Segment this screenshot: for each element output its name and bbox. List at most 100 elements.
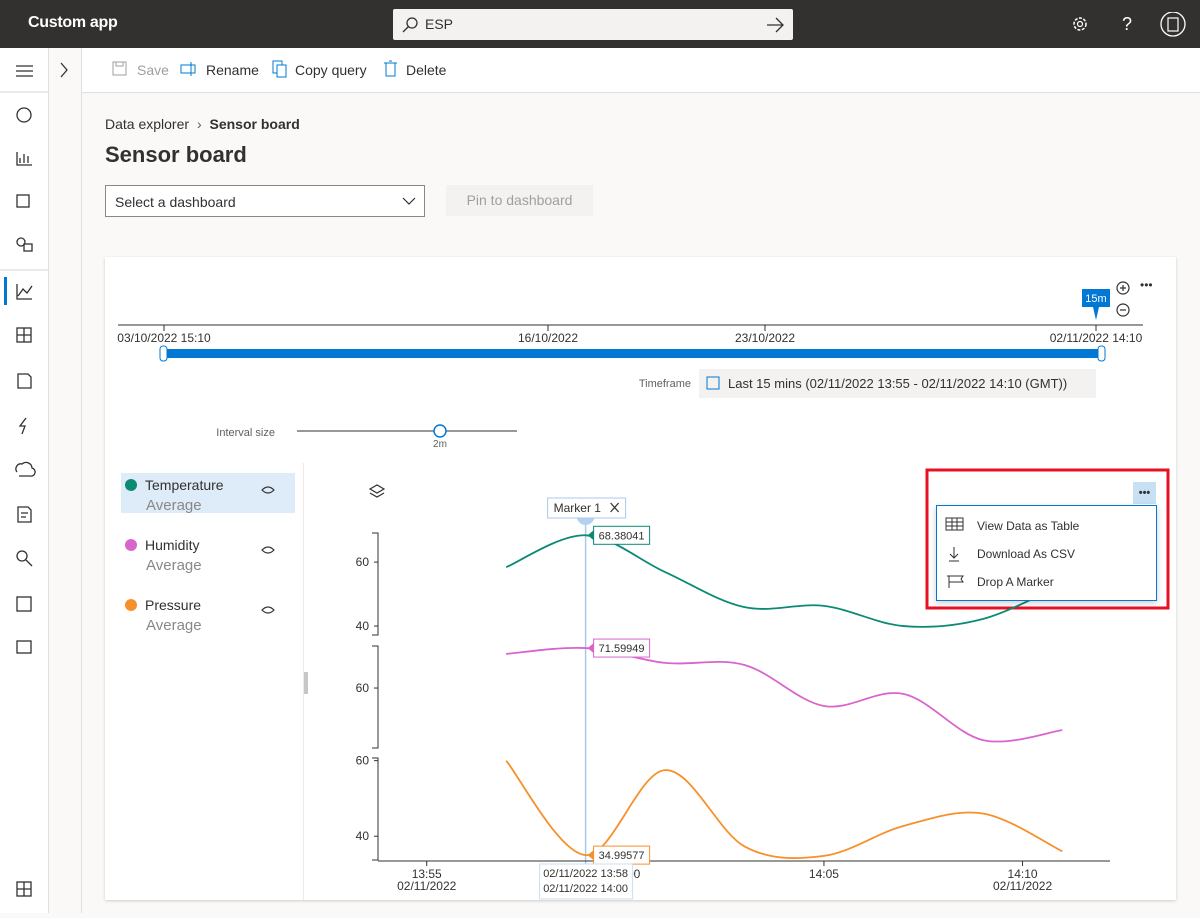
x-tick-label: 13:55 — [412, 867, 442, 881]
legend-item[interactable]: Pressure Average — [121, 593, 295, 634]
marker-value-pointer — [587, 850, 594, 861]
marker-close[interactable] — [610, 502, 620, 513]
nav-analytics[interactable] — [16, 152, 32, 166]
range-handle[interactable] — [159, 345, 168, 362]
nav-keys[interactable] — [16, 550, 28, 562]
table-grid — [946, 518, 963, 530]
breadcrumb-link[interactable]: Data explorer — [105, 116, 190, 132]
search-text: ESP — [425, 16, 454, 32]
app-title[interactable]: Custom app — [28, 14, 118, 31]
visibility-toggle[interactable] — [261, 546, 275, 554]
timeline-more[interactable]: ••• — [1140, 278, 1153, 292]
legend-name: Temperature — [145, 477, 224, 493]
timeline-badge-shape[interactable] — [1082, 289, 1110, 320]
marker-value-label: 68.38041 — [599, 530, 645, 542]
nav-data-explorer[interactable] — [16, 284, 33, 300]
expand-chevron[interactable] — [49, 48, 81, 88]
marker-value-pointer — [587, 530, 594, 541]
nav-devices[interactable] — [16, 194, 30, 208]
more-button-dots: ••• — [1139, 487, 1151, 499]
legend-dot — [125, 599, 137, 611]
marker-tag — [547, 497, 627, 519]
legend-item[interactable]: Humidity Average — [121, 533, 295, 574]
download-icon — [949, 547, 959, 562]
timeline-range[interactable] — [163, 349, 1101, 358]
account-badge — [1167, 17, 1179, 32]
nav-groups-b — [23, 243, 33, 252]
nav-export[interactable] — [15, 461, 36, 477]
nav-groups[interactable] — [16, 237, 26, 247]
menu-item[interactable]: View Data as Table — [977, 519, 1080, 533]
nav-settings[interactable] — [16, 640, 32, 654]
marker-value: 34.99577 — [587, 845, 651, 865]
zoom-in[interactable] — [1116, 281, 1130, 295]
legend-name: Humidity — [145, 537, 200, 553]
menu-item[interactable]: Download As CSV — [977, 547, 1076, 561]
menu-icon[interactable] — [16, 65, 33, 77]
breadcrumb-current: Sensor board — [209, 116, 300, 132]
nav-dashboard[interactable] — [16, 107, 32, 123]
page-title: Sensor board — [105, 142, 247, 167]
nav-apps-grid — [17, 882, 31, 896]
timeframe-button[interactable] — [699, 369, 1096, 398]
nav-jobs[interactable] — [17, 373, 32, 389]
resize-grip[interactable] — [304, 672, 308, 694]
delete-icon — [384, 60, 397, 77]
x-tick-label: 14:10 — [1008, 867, 1038, 881]
range-handle[interactable] — [1097, 345, 1106, 362]
interval-thumb[interactable] — [433, 424, 447, 438]
calendar-icon — [706, 376, 720, 390]
context-menu: View Data as Table Download As CSV Drop … — [936, 505, 1157, 601]
visibility-toggle[interactable] — [261, 606, 275, 614]
select-chevron — [402, 197, 416, 205]
top-bar: Custom app ESP ? — [0, 0, 1200, 48]
y-axis — [372, 645, 379, 749]
series-line — [506, 646, 1063, 743]
settings-core — [1076, 20, 1084, 28]
search-box[interactable]: ESP — [393, 9, 793, 40]
timeline-label: 02/11/2022 14:10 — [1050, 331, 1143, 345]
interval-value: 2m — [433, 439, 447, 450]
marker-icon — [947, 575, 964, 588]
pin-button[interactable]: Pin to dashboard — [446, 185, 593, 216]
nav-rules[interactable] — [18, 417, 27, 435]
search-go[interactable] — [765, 16, 785, 34]
delete-button[interactable]: Delete — [406, 62, 447, 78]
copy-query-button[interactable]: Copy query — [295, 62, 367, 78]
header-icons: ? — [1073, 12, 1186, 37]
settings-icon[interactable] — [1073, 17, 1087, 31]
more-button[interactable] — [1133, 482, 1156, 504]
marker-value: 71.59949 — [587, 638, 651, 658]
legend-aggregation: Average — [146, 497, 202, 514]
nav-active-indicator — [4, 277, 7, 305]
legend-dot — [125, 539, 137, 551]
legend-aggregation: Average — [146, 557, 202, 574]
marker-value-box — [593, 525, 651, 545]
save-button[interactable]: Save — [137, 62, 169, 78]
legend-dot — [125, 479, 137, 491]
nav-templates[interactable] — [17, 506, 32, 523]
visibility-toggle[interactable] — [261, 486, 275, 494]
help-icon[interactable]: ? — [1122, 14, 1132, 34]
account-icon[interactable] — [1160, 12, 1186, 37]
layers-icon[interactable] — [368, 484, 386, 498]
nav-keys-b — [25, 559, 33, 567]
nav-customize[interactable] — [16, 596, 32, 612]
y-tick-label: 60 — [356, 754, 370, 768]
timeline-label: 23/10/2022 — [735, 331, 795, 345]
zoom-in-plus — [1120, 285, 1126, 291]
timeframe-label: Timeframe — [639, 378, 691, 390]
toolbar: Save Rename Copy query Delete — [82, 48, 1200, 93]
menu-item[interactable]: Drop A Marker — [977, 575, 1054, 589]
nav-dashboards-grid — [17, 328, 31, 342]
y-tick-label: 60 — [356, 681, 370, 695]
zoom-out[interactable] — [1116, 303, 1130, 317]
select-placeholder: Select a dashboard — [115, 194, 236, 210]
breadcrumb-separator: › — [196, 116, 202, 132]
marker-value-box — [593, 638, 651, 658]
dashboard-select[interactable]: Select a dashboard — [105, 185, 425, 217]
interval-label: Interval size — [216, 427, 275, 439]
rename-button[interactable]: Rename — [206, 62, 259, 78]
x-tick-date: 02/11/2022 — [993, 879, 1052, 893]
